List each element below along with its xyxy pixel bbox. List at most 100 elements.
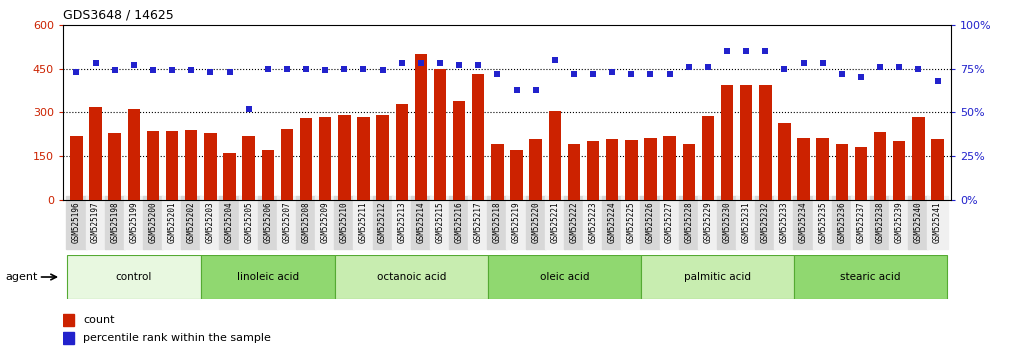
Bar xyxy=(606,139,618,200)
Point xyxy=(279,66,295,72)
Bar xyxy=(200,255,335,299)
Bar xyxy=(530,139,542,200)
Point xyxy=(910,66,926,72)
Bar xyxy=(817,138,829,200)
Bar xyxy=(335,255,488,299)
Bar xyxy=(759,85,772,200)
Bar xyxy=(166,131,178,200)
Bar xyxy=(912,117,924,200)
Point xyxy=(126,62,142,68)
Text: agent: agent xyxy=(5,272,38,282)
Point xyxy=(432,61,448,66)
Bar xyxy=(663,136,676,200)
Bar xyxy=(472,74,484,200)
Point xyxy=(757,48,773,54)
Bar xyxy=(127,109,140,200)
Point xyxy=(394,61,410,66)
Point xyxy=(604,69,620,75)
Text: palmitic acid: palmitic acid xyxy=(684,272,751,282)
Bar xyxy=(721,85,733,200)
Bar xyxy=(702,116,714,200)
Point xyxy=(508,87,525,92)
Point xyxy=(202,69,219,75)
Point xyxy=(834,71,850,77)
Bar xyxy=(682,144,695,200)
Bar xyxy=(89,107,102,200)
Bar xyxy=(434,69,446,200)
Bar xyxy=(281,129,293,200)
Point xyxy=(872,64,888,70)
Bar xyxy=(641,255,794,299)
Point xyxy=(164,68,180,73)
Point xyxy=(87,61,104,66)
Bar xyxy=(794,255,947,299)
Point xyxy=(183,68,199,73)
Bar xyxy=(63,314,74,326)
Point xyxy=(317,68,334,73)
Bar xyxy=(319,117,332,200)
Bar xyxy=(874,132,887,200)
Point xyxy=(337,66,353,72)
Point xyxy=(241,106,257,112)
Point xyxy=(451,62,467,68)
Bar xyxy=(587,141,599,200)
Point xyxy=(795,61,812,66)
Bar xyxy=(893,141,905,200)
Point xyxy=(355,66,371,72)
Text: count: count xyxy=(83,315,115,325)
Point xyxy=(623,71,640,77)
Bar xyxy=(224,153,236,200)
Text: linoleic acid: linoleic acid xyxy=(237,272,299,282)
Point xyxy=(489,71,505,77)
Bar xyxy=(511,150,523,200)
Bar xyxy=(836,144,848,200)
Bar xyxy=(932,139,944,200)
Bar xyxy=(854,147,868,200)
Bar xyxy=(67,255,200,299)
Point xyxy=(107,68,123,73)
Bar xyxy=(396,104,408,200)
Point xyxy=(815,61,831,66)
Point xyxy=(891,64,907,70)
Bar xyxy=(797,138,810,200)
Bar xyxy=(376,115,388,200)
Point xyxy=(413,61,429,66)
Point xyxy=(259,66,276,72)
Point xyxy=(298,66,314,72)
Text: stearic acid: stearic acid xyxy=(840,272,901,282)
Bar xyxy=(300,118,312,200)
Point xyxy=(144,68,161,73)
Point xyxy=(470,62,486,68)
Bar xyxy=(70,136,82,200)
Bar xyxy=(491,144,503,200)
Bar xyxy=(63,332,74,344)
Bar xyxy=(778,124,790,200)
Point xyxy=(930,78,946,84)
Point xyxy=(68,69,84,75)
Point xyxy=(565,71,582,77)
Point xyxy=(680,64,697,70)
Bar xyxy=(740,85,753,200)
Point xyxy=(661,71,677,77)
Point xyxy=(643,71,659,77)
Point xyxy=(374,68,391,73)
Point xyxy=(853,75,870,80)
Bar xyxy=(146,131,160,200)
Point xyxy=(222,69,238,75)
Bar xyxy=(488,255,641,299)
Point xyxy=(547,57,563,63)
Bar xyxy=(242,136,255,200)
Bar xyxy=(625,141,638,200)
Bar xyxy=(109,133,121,200)
Bar xyxy=(338,115,351,200)
Point xyxy=(700,64,716,70)
Bar xyxy=(185,130,197,200)
Bar xyxy=(204,133,217,200)
Text: GDS3648 / 14625: GDS3648 / 14625 xyxy=(63,8,174,21)
Point xyxy=(585,71,601,77)
Bar xyxy=(357,117,370,200)
Text: control: control xyxy=(116,272,152,282)
Text: oleic acid: oleic acid xyxy=(540,272,589,282)
Point xyxy=(776,66,792,72)
Bar xyxy=(453,101,466,200)
